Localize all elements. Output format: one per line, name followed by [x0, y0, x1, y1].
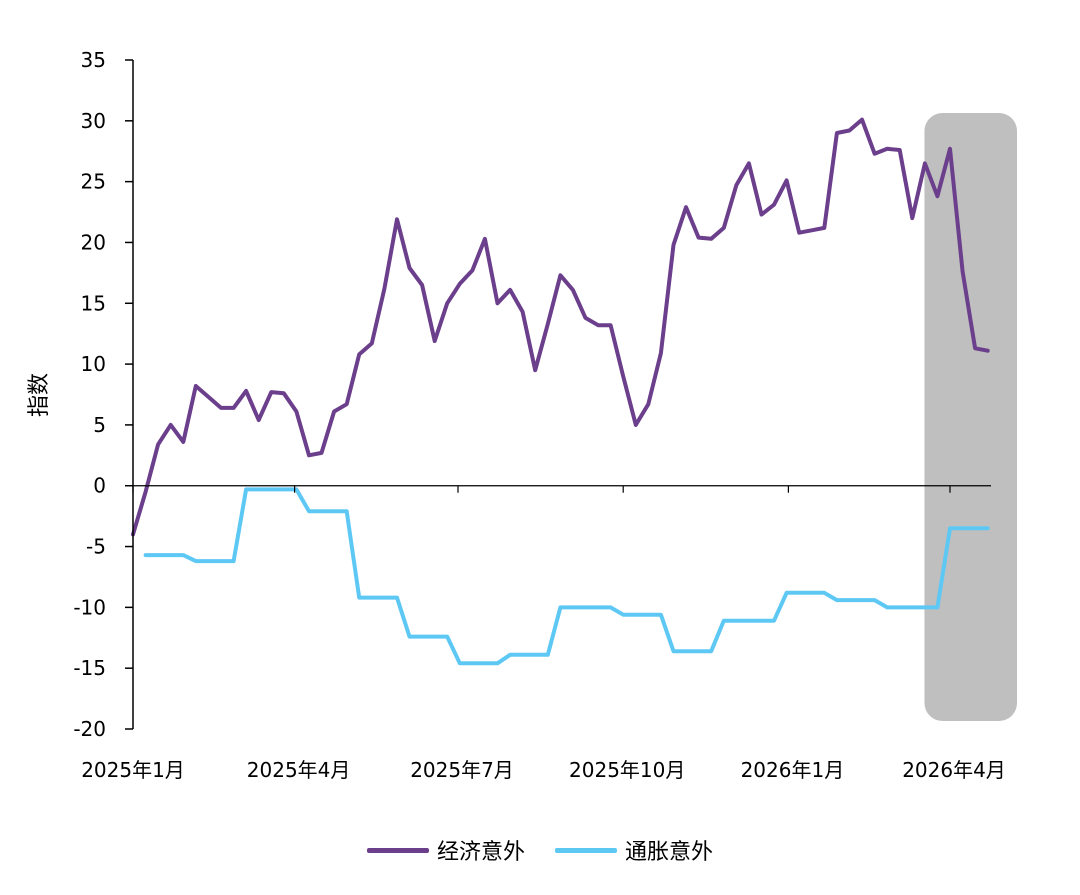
legend-label: 通胀意外	[625, 840, 714, 865]
chart-canvas: 35 30 25 20 15 10 5 0 -5 -10 -15 -20 2025年1月 2025年4月 2…	[27, 48, 1017, 782]
y-tick-label: 35	[81, 48, 106, 72]
x-tick-label: 2025年10月	[569, 758, 685, 782]
legend-label: 经济意外	[436, 840, 525, 865]
x-tick-label: 2026年1月	[741, 758, 845, 782]
y-axis-title: 指数	[27, 373, 52, 417]
y-tick-label: 25	[81, 170, 106, 194]
x-tick-label: 2025年4月	[247, 758, 351, 782]
legend-swatch	[366, 847, 429, 853]
y-tick-label: -20	[73, 717, 106, 741]
y-tick-label: 15	[81, 291, 106, 315]
legend-swatch	[555, 847, 617, 853]
legend-item-1: 经济意外	[366, 834, 525, 866]
legend: 经济意外 通胀意外	[0, 828, 1080, 872]
series-line-2	[143, 487, 990, 666]
y-tick-label: -5	[86, 535, 106, 559]
y-tick-label: 30	[81, 109, 106, 133]
x-tick-label: 2025年1月	[81, 758, 185, 782]
legend-item-2: 通胀意外	[555, 834, 713, 866]
labels-layer: 35 30 25 20 15 10 5 0 -5 -10 -15 -20 2025年1月 2025年4月 2…	[73, 48, 1005, 782]
series-line-1	[131, 117, 990, 537]
x-tick-label: 2025年7月	[410, 758, 514, 782]
highlight-band	[924, 113, 1017, 721]
y-tick-label: 10	[81, 352, 106, 376]
axes-layer	[125, 59, 991, 730]
series-layer	[131, 117, 990, 666]
x-tick-label: 2026年4月	[902, 758, 1006, 782]
y-tick-label: 0	[93, 474, 106, 498]
y-tick-label: -15	[73, 656, 106, 680]
y-tick-label: 20	[81, 230, 106, 254]
y-tick-label: 5	[93, 413, 106, 437]
y-tick-label: -10	[73, 595, 106, 619]
